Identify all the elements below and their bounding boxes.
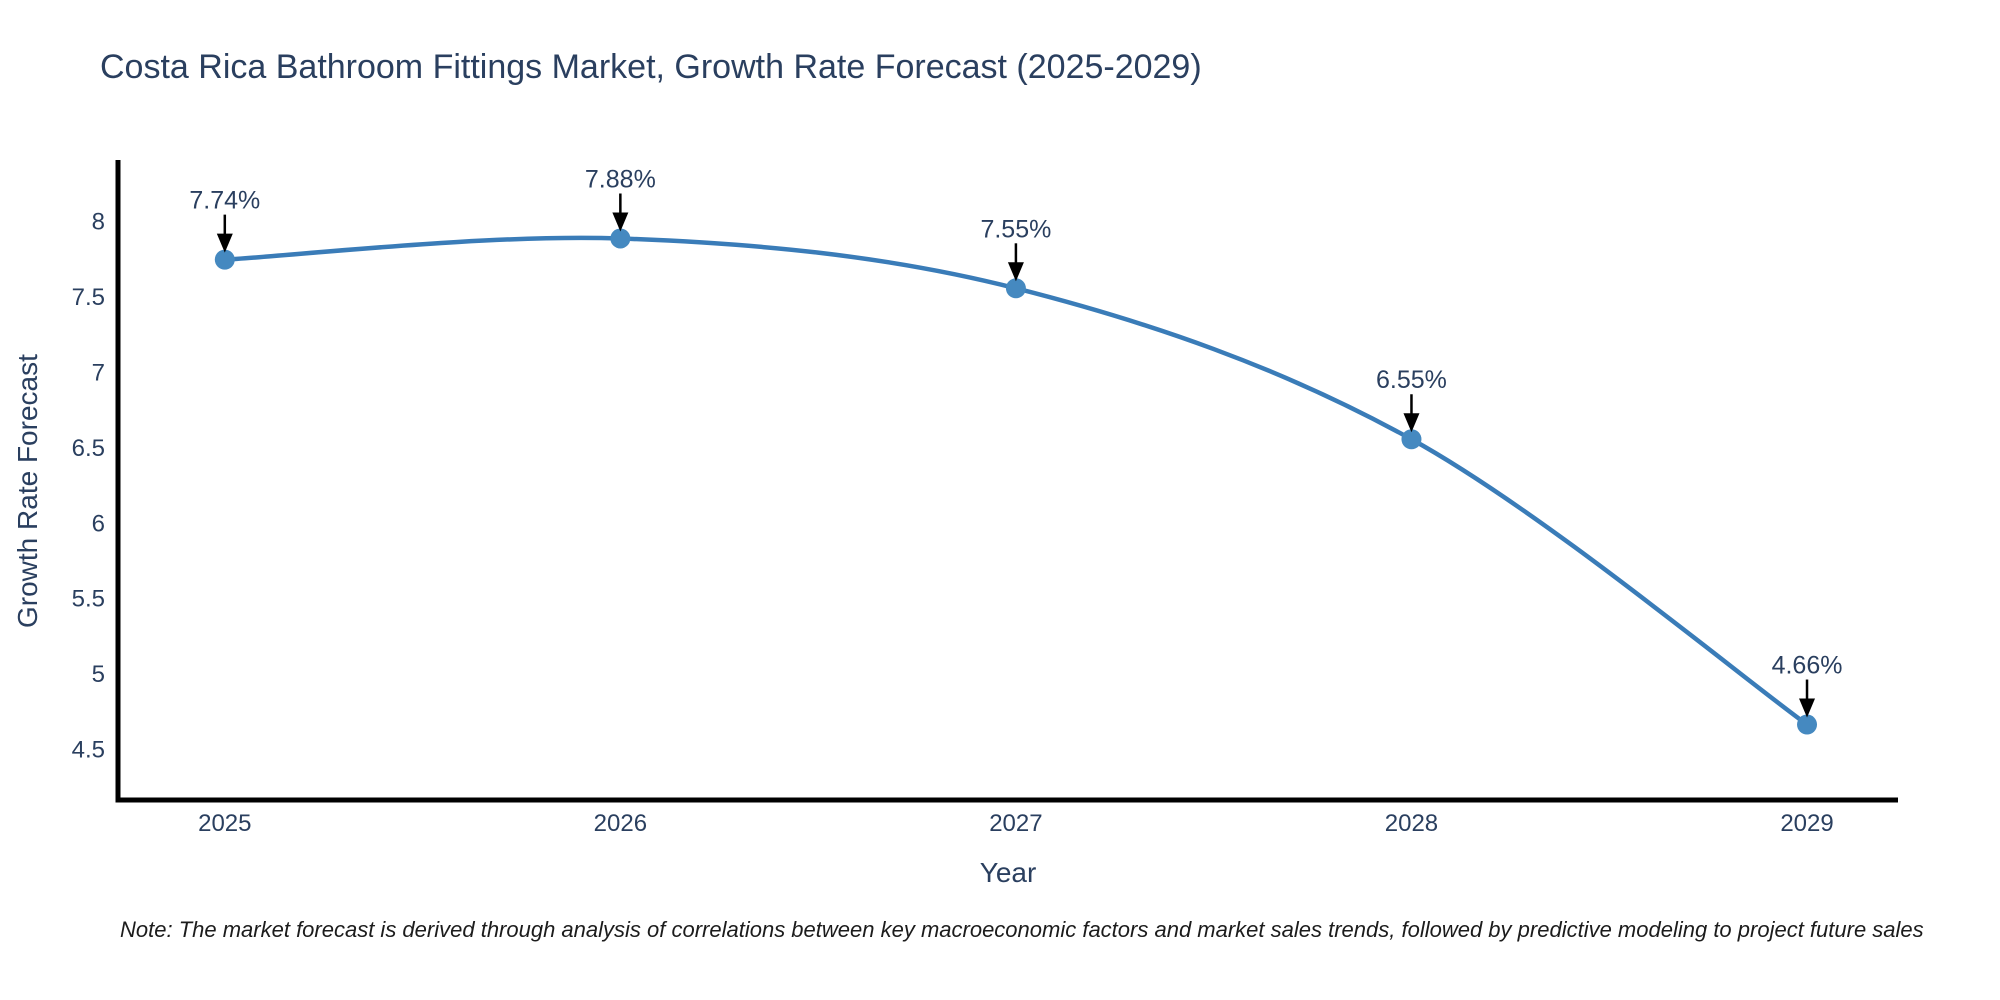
axis-lines	[115, 160, 1898, 803]
x-tick-label: 2026	[594, 810, 647, 837]
y-tick-label: 6	[92, 510, 105, 537]
annotation-arrowhead-icon	[216, 233, 233, 253]
x-axis-title: Year	[979, 857, 1037, 888]
chart-title: Costa Rica Bathroom Fittings Market, Gro…	[100, 48, 1202, 86]
annotation-arrowhead-icon	[1007, 262, 1024, 282]
data-point-marker	[214, 249, 235, 270]
data-point-marker	[1401, 429, 1422, 450]
annotation-arrowhead-icon	[612, 212, 629, 232]
data-point-marker	[610, 228, 631, 249]
y-tick-label: 5	[92, 661, 105, 688]
y-tick-label: 5.5	[72, 586, 105, 613]
y-tick-label: 7.5	[72, 284, 105, 311]
data-point-label: 7.88%	[585, 165, 656, 193]
footnote: Note: The market forecast is derived thr…	[120, 917, 1924, 942]
y-tick-label: 8	[92, 208, 105, 235]
x-tick-label: 2025	[198, 810, 251, 837]
y-tick-label: 4.5	[72, 737, 105, 764]
y-tick-label: 6.5	[72, 435, 105, 462]
x-tick-label: 2029	[1780, 810, 1833, 837]
annotation-arrowhead-icon	[1799, 698, 1816, 718]
data-point-marker	[1797, 714, 1818, 735]
y-tick-label: 7	[92, 359, 105, 386]
annotation-arrowhead-icon	[1403, 413, 1420, 433]
data-point-label: 7.55%	[980, 215, 1051, 243]
data-point-marker	[1005, 278, 1026, 299]
data-point-label: 4.66%	[1772, 652, 1843, 680]
data-point-label: 6.55%	[1376, 366, 1447, 394]
trend-line	[222, 235, 1810, 727]
x-tick-label: 2027	[989, 810, 1042, 837]
data-point-label: 7.74%	[189, 187, 260, 215]
x-tick-label: 2028	[1385, 810, 1438, 837]
